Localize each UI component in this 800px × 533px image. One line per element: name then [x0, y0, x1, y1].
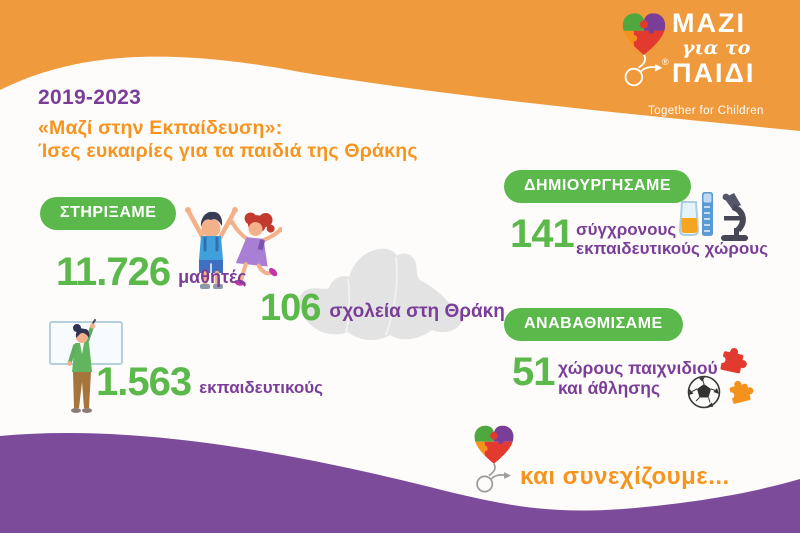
logo-word-paidi: ΠΑΙΔΙ: [672, 58, 756, 88]
test-tube-icon: [702, 192, 713, 236]
puzzle-heart-balloon-footer-icon: [474, 425, 514, 493]
stat-created-label-line1: σύγχρονους: [576, 220, 677, 239]
microscope-icon: [721, 193, 748, 241]
teacher-whiteboard-illustration: [49, 319, 123, 413]
stat-created-value: 141: [510, 212, 575, 256]
stat-upgraded-label-line1: χώρους παιχνιδιού: [558, 358, 718, 378]
thrace-map-illustration: [299, 248, 463, 341]
program-title: «Μαζί στην Εκπαίδευση»: Ίσες ευκαιρίες γ…: [38, 117, 418, 163]
stat-schools-label: σχολεία στη Θράκη: [329, 301, 505, 323]
play-sport-icons: [687, 348, 754, 409]
badge-upgraded: ΑΝΑΒΑΘΜΙΣΑΜΕ: [504, 308, 683, 341]
puzzle-piece-red-icon: [718, 348, 747, 374]
stat-schools: 106 σχολεία στη Θράκη: [260, 289, 505, 327]
badge-supported: ΣΤΗΡΙΞΑΜΕ: [40, 197, 177, 230]
program-title-line1: «Μαζί στην Εκπαίδευση»:: [38, 117, 283, 139]
continue-message: και συνεχίζουμε...: [520, 463, 730, 490]
stat-upgraded-label: χώρους παιχνιδιού και άθλησης: [558, 358, 718, 398]
stat-schools-value: 106: [260, 287, 321, 329]
logo-word-mazi: ΜΑΖΙ: [672, 8, 746, 38]
science-icons: [678, 192, 748, 241]
stat-teachers-value: 1.563: [96, 360, 192, 404]
registered-mark: ®: [662, 57, 669, 67]
puzzle-heart-balloon-icon: [622, 13, 666, 87]
program-period: 2019-2023: [38, 86, 142, 109]
organization-logo: ΜΑΖΙ για το ΠΑΙΔΙ ® Together for Childre…: [620, 10, 792, 117]
stat-created-label: σύγχρονους εκπαιδευτικούς χώρους: [576, 220, 768, 258]
puzzle-piece-orange-icon: [728, 380, 754, 404]
program-title-line2: Ίσες ευκαιρίες για τα παιδιά της Θράκης: [38, 140, 418, 162]
kids-jumping-illustration: [185, 207, 282, 289]
stat-students: 11.726 μαθητές: [56, 252, 246, 292]
stat-created: 141: [510, 212, 575, 256]
beaker-icon: [678, 201, 700, 236]
stat-created-label-line2: εκπαιδευτικούς χώρους: [576, 239, 769, 258]
stat-upgraded-label-line2: και άθλησης: [558, 378, 661, 398]
stat-students-label: μαθητές: [178, 267, 247, 288]
stat-upgraded-value: 51: [512, 350, 555, 394]
purple-band-shape: [0, 433, 800, 533]
badge-created: ΔΗΜΙΟΥΡΓΗΣΑΜΕ: [504, 170, 691, 203]
stat-upgraded: 51: [512, 352, 555, 392]
logo-word-gia-to: για το: [682, 37, 751, 59]
soccer-ball-icon: [687, 375, 721, 409]
logo-tagline: Together for Children: [648, 105, 764, 117]
stat-students-value: 11.726: [56, 250, 171, 294]
stat-teachers-label: εκπαιδευτικούς: [199, 378, 323, 398]
stat-teachers: 1.563 εκπαιδευτικούς: [96, 362, 323, 402]
